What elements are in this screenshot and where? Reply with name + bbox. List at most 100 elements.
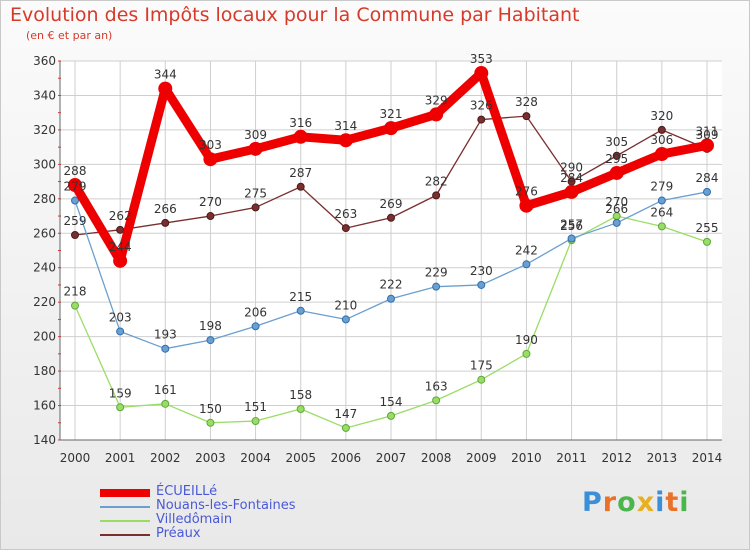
data-label: 154 [380, 395, 403, 409]
x-tick-label: 2000 [60, 451, 91, 465]
data-point [612, 218, 621, 227]
x-tick-label: 2010 [511, 451, 542, 465]
legend-item-ecueille[interactable]: ÉCUEILLé [100, 484, 360, 500]
data-label: 262 [109, 209, 132, 223]
data-point [296, 182, 305, 191]
x-tick-label: 2001 [105, 451, 136, 465]
data-label: 263 [334, 207, 357, 221]
data-point [68, 178, 82, 193]
x-tick-label: 2002 [150, 451, 181, 465]
data-label: 320 [650, 109, 673, 123]
legend: ÉCUEILLé Nouans-les-Fontaines Villedômai… [100, 484, 360, 542]
x-tick-label: 2003 [195, 451, 226, 465]
data-label: 163 [425, 379, 448, 393]
x-tick-label: 2006 [331, 451, 362, 465]
y-tick-label: 180 [33, 364, 56, 378]
data-label: 215 [289, 290, 312, 304]
data-point [113, 253, 128, 268]
legend-item-villedomain[interactable]: Villedômain [100, 512, 360, 528]
data-label: 190 [515, 333, 538, 347]
data-point [341, 224, 350, 233]
data-point [477, 115, 486, 124]
brand-letter: P [582, 487, 603, 518]
data-label: 282 [425, 174, 448, 188]
data-point [71, 196, 79, 205]
data-point [387, 294, 395, 303]
data-label: 279 [64, 180, 87, 194]
data-point [251, 322, 260, 331]
data-point [158, 81, 173, 96]
series-lines [68, 66, 714, 432]
y-tick-label: 200 [33, 330, 56, 344]
data-label: 329 [425, 93, 448, 107]
data-point [522, 349, 531, 358]
data-label: 230 [470, 264, 493, 278]
data-point [203, 152, 218, 167]
data-point [477, 280, 486, 289]
data-point [293, 129, 308, 144]
chart-title: Evolution des Impôts locaux pour la Comm… [10, 4, 580, 26]
data-label: 218 [64, 285, 87, 299]
brand-letter: r [602, 487, 618, 518]
data-label: 147 [334, 407, 357, 421]
data-point [387, 411, 395, 420]
data-point [703, 237, 711, 246]
data-point [116, 403, 125, 412]
brand-logo: Proxiti [582, 487, 690, 518]
legend-label: ÉCUEILLé [156, 484, 218, 499]
data-label: 287 [289, 166, 312, 180]
data-point [116, 327, 125, 336]
data-label: 316 [289, 116, 312, 130]
legend-swatch-ecueille [100, 489, 150, 497]
data-point [341, 315, 350, 324]
data-point [387, 213, 395, 222]
data-label: 229 [425, 266, 448, 280]
data-label: 314 [334, 119, 357, 133]
data-label: 175 [470, 359, 493, 373]
data-label: 266 [605, 202, 628, 216]
data-point [477, 375, 486, 384]
brand-letter: t [665, 487, 680, 518]
data-label: 159 [109, 386, 132, 400]
data-point [703, 187, 711, 196]
data-point [251, 417, 260, 426]
y-tick-label: 220 [33, 295, 56, 309]
data-point [338, 133, 353, 148]
brand-letter: x [636, 487, 656, 518]
data-point [248, 141, 263, 156]
data-point [657, 222, 666, 231]
data-label: 161 [154, 383, 177, 397]
data-point [71, 230, 79, 239]
legend-label: Nouans-les-Fontaines [156, 498, 296, 513]
data-label: 295 [605, 152, 628, 166]
legend-item-preaux[interactable]: Préaux [100, 526, 360, 542]
data-label: 259 [64, 214, 87, 228]
x-tick-label: 2004 [240, 451, 271, 465]
data-label: 306 [650, 133, 673, 147]
y-tick-label: 260 [33, 226, 56, 240]
y-tick-label: 280 [33, 192, 56, 206]
y-tick-label: 320 [33, 123, 56, 137]
data-label: 206 [244, 305, 267, 319]
axes: 140 160 180 200 220 240 260 280 300 320 340 360 2000… [33, 54, 722, 465]
data-point [432, 396, 441, 405]
data-point [564, 184, 579, 199]
data-label: 264 [650, 205, 673, 219]
data-label: 270 [605, 195, 628, 209]
data-point [206, 418, 215, 427]
legend-label: Préaux [156, 526, 201, 541]
legend-swatch-villedomain [100, 520, 150, 522]
data-point [432, 191, 441, 200]
data-label: 210 [334, 298, 357, 312]
legend-item-nouans[interactable]: Nouans-les-Fontaines [100, 498, 360, 514]
data-label: 284 [696, 171, 719, 185]
data-label: 279 [650, 180, 673, 194]
brand-letter: o [617, 487, 637, 518]
data-label: 256 [560, 219, 583, 233]
data-label: 257 [560, 217, 583, 231]
data-label: 203 [109, 310, 132, 324]
y-tick-label: 240 [33, 261, 56, 275]
data-label: 244 [109, 240, 132, 254]
brand-letter: i [679, 487, 690, 518]
